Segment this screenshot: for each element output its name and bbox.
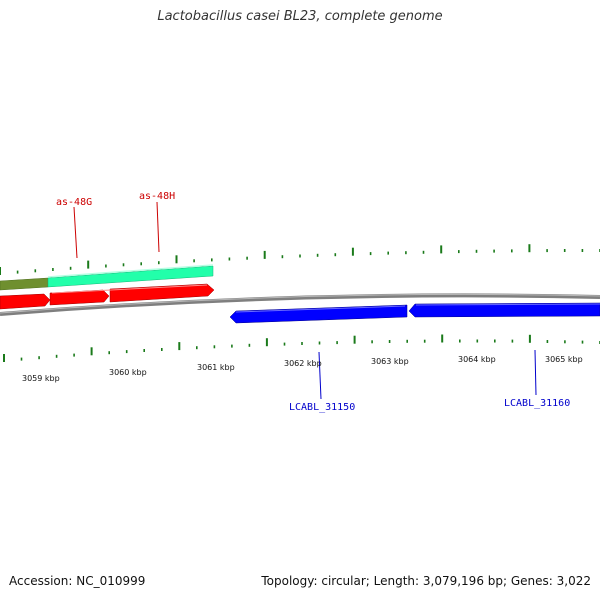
gene-label-LCABL_31160[interactable]: LCABL_31160 xyxy=(504,398,570,409)
gene-arrow-as-48H[interactable] xyxy=(109,283,215,303)
map-title: Lactobacillus casei BL23, complete genom… xyxy=(157,9,443,24)
scale-label-3064: 3064 kbp xyxy=(458,355,496,364)
leader-line-LCABL_31150 xyxy=(318,351,322,400)
scale-label-3059: 3059 kbp xyxy=(22,374,60,383)
accession-label: Accession: NC_010999 xyxy=(9,574,146,588)
feature-track-olive[interactable] xyxy=(0,277,49,291)
gene-label-as-48H[interactable]: as-48H xyxy=(139,191,175,202)
genome-summary: Topology: circular; Length: 3,079,196 bp… xyxy=(261,574,591,588)
gene-label-as-48G[interactable]: as-48G xyxy=(56,197,92,208)
feature-track-teal[interactable] xyxy=(47,265,214,288)
top-tick-marks xyxy=(0,244,600,275)
scale-label-3060: 3060 kbp xyxy=(109,368,147,377)
leader-line-LCABL_31160 xyxy=(534,349,537,396)
leader-line-as-48G xyxy=(73,206,78,259)
scale-label-3061: 3061 kbp xyxy=(197,363,235,372)
genome-backbone xyxy=(0,293,600,316)
gene-arrow-red-1[interactable] xyxy=(0,293,51,310)
gene-arrow-LCABL_31150[interactable] xyxy=(229,304,408,324)
bottom-tick-marks xyxy=(3,334,600,362)
scale-label-3062: 3062 kbp xyxy=(284,359,322,368)
gene-arrow-LCABL_31160[interactable] xyxy=(408,302,600,318)
leader-line-as-48H xyxy=(156,201,160,253)
scale-label-3065: 3065 kbp xyxy=(545,355,583,364)
gene-label-LCABL_31150[interactable]: LCABL_31150 xyxy=(289,402,355,413)
scale-label-3063: 3063 kbp xyxy=(371,357,409,366)
